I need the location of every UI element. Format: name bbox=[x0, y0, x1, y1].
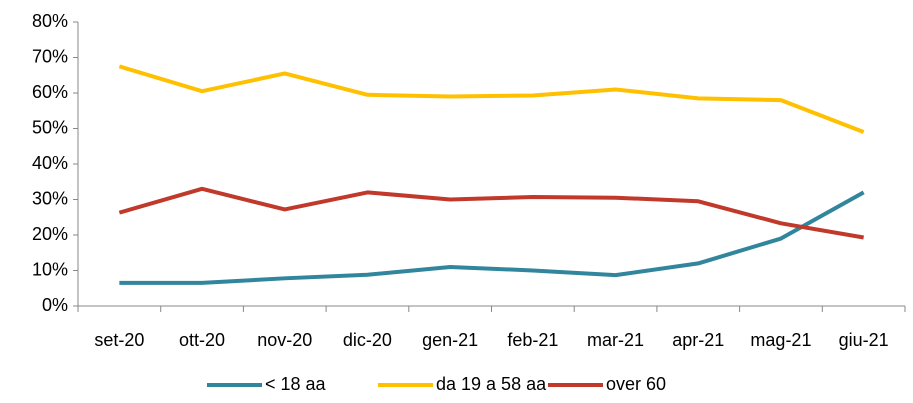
y-tick-label: 40% bbox=[32, 153, 68, 173]
x-tick-label: dic-20 bbox=[343, 330, 392, 350]
y-tick-label: 70% bbox=[32, 46, 68, 66]
x-tick-label: gen-21 bbox=[422, 330, 478, 350]
y-tick-label: 50% bbox=[32, 117, 68, 137]
legend-label: < 18 aa bbox=[265, 374, 327, 394]
series-line bbox=[118, 186, 864, 240]
x-tick-label: apr-21 bbox=[672, 330, 724, 350]
legend-label: over 60 bbox=[606, 374, 666, 394]
series-line bbox=[119, 190, 865, 285]
x-tick-label: nov-20 bbox=[257, 330, 312, 350]
y-tick-label: 80% bbox=[32, 11, 68, 31]
x-tick-label: ott-20 bbox=[179, 330, 225, 350]
x-tick-label: feb-21 bbox=[507, 330, 558, 350]
y-tick-label: 10% bbox=[32, 259, 68, 279]
y-tick-label: 0% bbox=[42, 295, 68, 315]
x-tick-label: giu-21 bbox=[839, 330, 889, 350]
x-tick-label: mar-21 bbox=[587, 330, 644, 350]
legend-label: da 19 a 58 aa bbox=[436, 374, 547, 394]
y-tick-label: 20% bbox=[32, 224, 68, 244]
x-tick-label: set-20 bbox=[94, 330, 144, 350]
x-tick-label: mag-21 bbox=[750, 330, 811, 350]
y-tick-label: 30% bbox=[32, 188, 68, 208]
series-line bbox=[118, 64, 865, 134]
y-tick-label: 60% bbox=[32, 82, 68, 102]
